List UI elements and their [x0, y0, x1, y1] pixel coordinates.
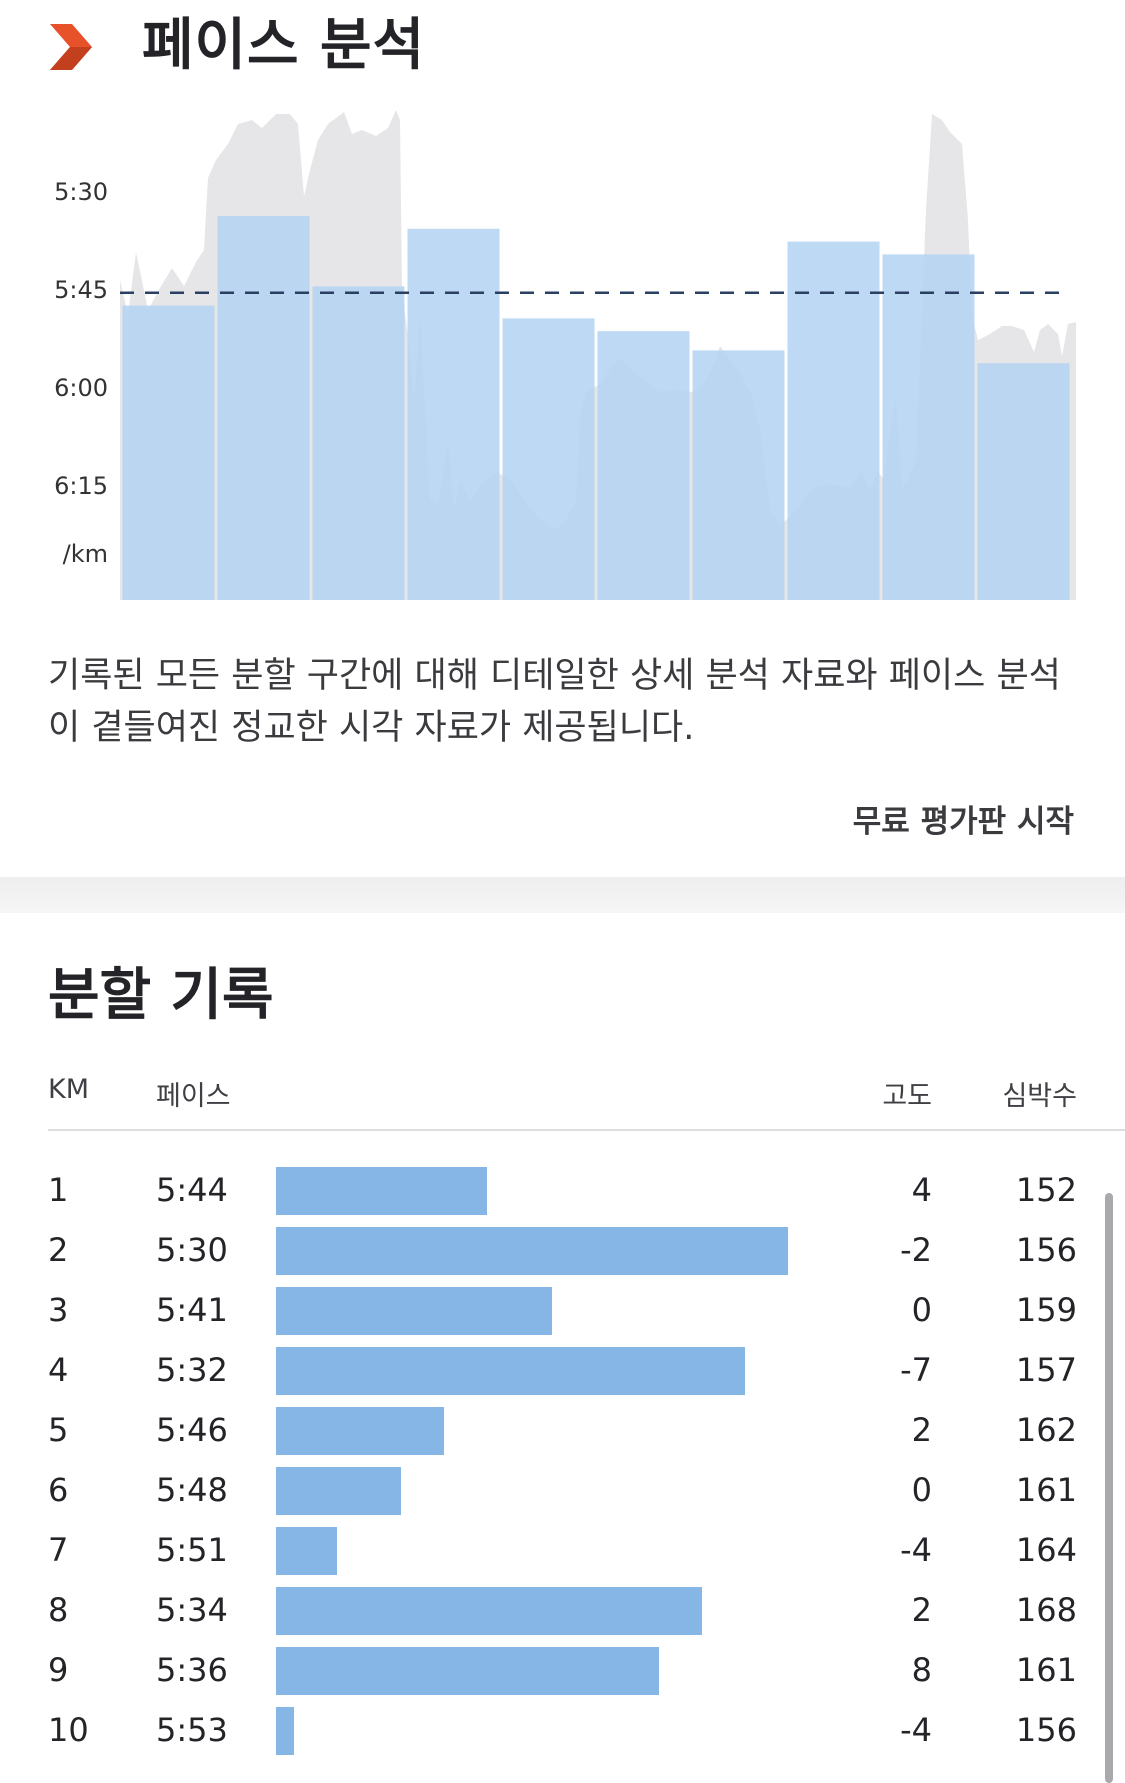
pace-bar-km-2 [217, 216, 310, 600]
split-elevation: -2 [900, 1231, 932, 1269]
pace-chart-svg [120, 110, 1076, 601]
split-km: 1 [48, 1171, 69, 1209]
split-pace-bar [276, 1467, 401, 1515]
split-row: 6 5:48 0 161 [0, 1460, 1125, 1520]
split-elevation: 4 [911, 1171, 932, 1209]
split-elevation: 0 [911, 1291, 932, 1329]
strava-chevron-icon [50, 24, 92, 70]
split-elevation: 2 [911, 1411, 932, 1449]
split-heart-rate: 162 [1015, 1411, 1077, 1449]
split-pace-bar [276, 1167, 487, 1215]
column-header-km: KM [48, 1074, 90, 1105]
start-free-trial-link[interactable]: 무료 평가판 시작 [852, 804, 1074, 840]
column-header-elevation: 고도 [882, 1081, 932, 1112]
page-title: 페이스 분석 [142, 13, 426, 78]
feature-description: 기록된 모든 분할 구간에 대해 디테일한 상세 분석 자료와 페이스 분석이 … [48, 656, 1061, 748]
split-row: 8 5:34 2 168 [0, 1580, 1125, 1640]
split-km: 5 [48, 1411, 69, 1449]
y-tick-label: 5:45 [54, 276, 108, 304]
split-elevation: 0 [911, 1471, 932, 1509]
split-pace-bar [276, 1287, 552, 1335]
split-pace-bar [276, 1587, 702, 1635]
split-km: 8 [48, 1591, 69, 1629]
scrollbar[interactable] [1105, 1193, 1113, 1783]
split-pace-bar [276, 1647, 659, 1695]
split-pace: 5:30 [156, 1231, 228, 1269]
split-elevation: -4 [900, 1531, 932, 1569]
pace-bar-km-8 [787, 241, 880, 600]
split-heart-rate: 156 [1015, 1711, 1077, 1749]
split-row: 10 5:53 -4 156 [0, 1700, 1125, 1760]
split-pace-bar [276, 1707, 294, 1755]
split-pace: 5:34 [156, 1591, 228, 1629]
split-heart-rate: 156 [1015, 1231, 1077, 1269]
pace-bar-km-7 [692, 350, 785, 600]
pace-analysis-card: 페이스 분석 5:30 5:45 6:00 6:15 /km 기록된 모든 분할… [0, 0, 1125, 877]
y-tick-label: 6:15 [54, 472, 108, 500]
split-row: 5 5:46 2 162 [0, 1400, 1125, 1460]
split-row: 1 5:44 4 152 [0, 1160, 1125, 1220]
split-heart-rate: 164 [1015, 1531, 1077, 1569]
section-divider [0, 877, 1125, 913]
split-pace-bar [276, 1407, 444, 1455]
split-pace: 5:51 [156, 1531, 228, 1569]
split-elevation: 2 [911, 1591, 932, 1629]
split-elevation: -7 [900, 1351, 932, 1389]
split-pace: 5:36 [156, 1651, 228, 1689]
split-pace: 5:44 [156, 1171, 228, 1209]
y-tick-label: 6:00 [54, 374, 108, 402]
split-pace: 5:53 [156, 1711, 228, 1749]
split-pace: 5:48 [156, 1471, 228, 1509]
pace-bar-km-10 [977, 363, 1070, 600]
split-heart-rate: 157 [1015, 1351, 1077, 1389]
split-km: 6 [48, 1471, 69, 1509]
header-divider [48, 1129, 1125, 1131]
split-pace: 5:41 [156, 1291, 228, 1329]
split-km: 2 [48, 1231, 69, 1269]
y-unit-label: /km [62, 540, 108, 568]
pace-bars [122, 216, 1070, 601]
split-elevation: 8 [911, 1651, 932, 1689]
split-row: 7 5:51 -4 164 [0, 1520, 1125, 1580]
split-km: 9 [48, 1651, 69, 1689]
split-km: 7 [48, 1531, 69, 1569]
y-tick-label: 5:30 [54, 178, 108, 206]
split-row: 3 5:41 0 159 [0, 1280, 1125, 1340]
split-km: 3 [48, 1291, 69, 1329]
column-header-heart-rate: 심박수 [1002, 1081, 1077, 1112]
pace-bar-km-5 [502, 318, 595, 600]
pace-bar-km-3 [312, 286, 405, 600]
split-km: 10 [48, 1711, 89, 1749]
splits-title: 분할 기록 [48, 963, 274, 1028]
pace-bar-km-6 [597, 331, 690, 600]
split-row: 2 5:30 -2 156 [0, 1220, 1125, 1280]
split-elevation: -4 [900, 1711, 932, 1749]
split-heart-rate: 159 [1015, 1291, 1077, 1329]
pace-chart: 5:30 5:45 6:00 6:15 /km [0, 100, 1125, 620]
split-row: 4 5:32 -7 157 [0, 1340, 1125, 1400]
split-pace-bar [276, 1347, 745, 1395]
split-km: 4 [48, 1351, 69, 1389]
split-heart-rate: 152 [1015, 1171, 1077, 1209]
pace-bar-km-1 [122, 305, 215, 600]
split-pace: 5:46 [156, 1411, 228, 1449]
split-pace-bar [276, 1527, 337, 1575]
split-pace-bar [276, 1227, 788, 1275]
split-pace: 5:32 [156, 1351, 228, 1389]
split-heart-rate: 161 [1015, 1651, 1077, 1689]
pace-bar-km-9 [882, 254, 975, 600]
split-heart-rate: 161 [1015, 1471, 1077, 1509]
split-row: 9 5:36 8 161 [0, 1640, 1125, 1700]
split-heart-rate: 168 [1015, 1591, 1077, 1629]
pace-bar-km-4 [407, 228, 500, 601]
column-header-pace: 페이스 [156, 1081, 231, 1112]
